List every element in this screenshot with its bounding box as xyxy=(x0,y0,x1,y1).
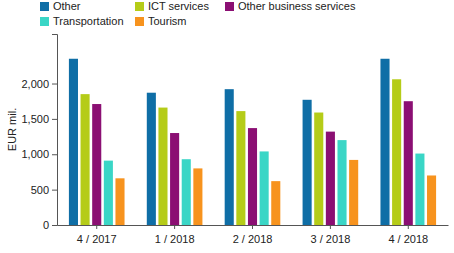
bar xyxy=(158,108,167,225)
y-tick-mark xyxy=(52,190,57,191)
legend-item: Other business services xyxy=(225,0,356,12)
y-axis: 0 500 1,000 1,500 2,000 xyxy=(21,35,57,232)
bar xyxy=(115,178,124,225)
y-tick-mark xyxy=(52,225,57,226)
y-tick-mark xyxy=(52,154,57,155)
legend-swatch xyxy=(135,2,144,11)
bar xyxy=(236,111,245,225)
bar xyxy=(69,59,78,225)
y-tick-label: 2,000 xyxy=(21,78,49,90)
bar xyxy=(427,175,436,225)
x-tick: 3 / 2018 xyxy=(311,225,351,245)
legend: Other ICT services Other business services… xyxy=(40,0,356,27)
y-tick: 2,000 xyxy=(21,78,57,90)
bar xyxy=(326,132,335,225)
x-tick-mark xyxy=(96,225,97,229)
y-tick-mark xyxy=(52,119,57,120)
bar xyxy=(392,79,401,225)
x-tick-label: 4 / 2018 xyxy=(388,233,428,245)
legend-item: Tourism xyxy=(135,15,187,27)
bar xyxy=(170,133,179,225)
legend-label: Transportation xyxy=(53,15,124,27)
bar xyxy=(248,128,257,225)
bar xyxy=(415,154,424,225)
bar xyxy=(349,160,358,225)
y-tick-label: 1,000 xyxy=(21,148,49,160)
y-tick-mark xyxy=(52,84,57,85)
y-tick: 1,500 xyxy=(21,113,57,125)
x-tick-label: 3 / 2018 xyxy=(311,233,351,245)
x-tick: 1 / 2018 xyxy=(155,225,195,245)
y-tick: 500 xyxy=(31,184,57,196)
bar xyxy=(303,100,312,225)
y-axis-title: EUR mil. xyxy=(6,108,18,151)
bar xyxy=(380,59,389,225)
y-tick-label: 1,500 xyxy=(21,113,49,125)
x-tick-label: 1 / 2018 xyxy=(155,233,195,245)
bar xyxy=(404,101,413,225)
x-tick-mark xyxy=(408,225,409,229)
y-tick-label: 0 xyxy=(43,219,49,231)
bar xyxy=(81,94,90,225)
x-axis: 4 / 2017 1 / 2018 2 / 2018 3 / 2018 4 / 2018 xyxy=(58,225,449,245)
bar xyxy=(104,161,113,225)
x-tick: 4 / 2018 xyxy=(388,225,428,245)
bar xyxy=(337,140,346,225)
y-tick: 1,000 xyxy=(21,148,57,160)
legend-swatch xyxy=(40,2,49,11)
x-tick-mark xyxy=(174,225,175,229)
legend-swatch xyxy=(40,17,49,26)
x-tick-label: 4 / 2017 xyxy=(77,233,117,245)
y-tick-label: 500 xyxy=(31,184,49,196)
bar xyxy=(147,93,156,225)
legend-item: ICT services xyxy=(135,0,209,12)
legend-label: Tourism xyxy=(148,15,187,27)
x-tick: 2 / 2018 xyxy=(233,225,273,245)
legend-item: Other xyxy=(40,0,81,12)
y-tick: 0 xyxy=(43,219,57,231)
bars xyxy=(69,59,436,225)
legend-label: Other xyxy=(53,0,81,12)
bar xyxy=(314,113,323,225)
x-tick-mark xyxy=(252,225,253,229)
legend-swatch xyxy=(225,2,234,11)
bar xyxy=(225,89,234,225)
legend-swatch xyxy=(135,17,144,26)
legend-item: Transportation xyxy=(40,15,124,27)
bar xyxy=(182,159,191,225)
plot: 0 500 1,000 1,500 2,000 4 / 2017 1 / 2018 2 / 2… xyxy=(21,35,448,246)
x-tick-label: 2 / 2018 xyxy=(233,233,273,245)
bar xyxy=(260,151,269,225)
x-tick: 4 / 2017 xyxy=(77,225,117,245)
bar xyxy=(271,181,280,225)
legend-label: Other business services xyxy=(238,0,356,12)
y-axis-line xyxy=(52,35,58,226)
legend-label: ICT services xyxy=(148,0,209,12)
x-tick-mark xyxy=(330,225,331,229)
chart: 0 500 1,000 1,500 2,000 4 / 2017 1 / 2018 2 / 2… xyxy=(0,0,454,253)
bar xyxy=(92,104,101,225)
bar xyxy=(193,168,202,225)
